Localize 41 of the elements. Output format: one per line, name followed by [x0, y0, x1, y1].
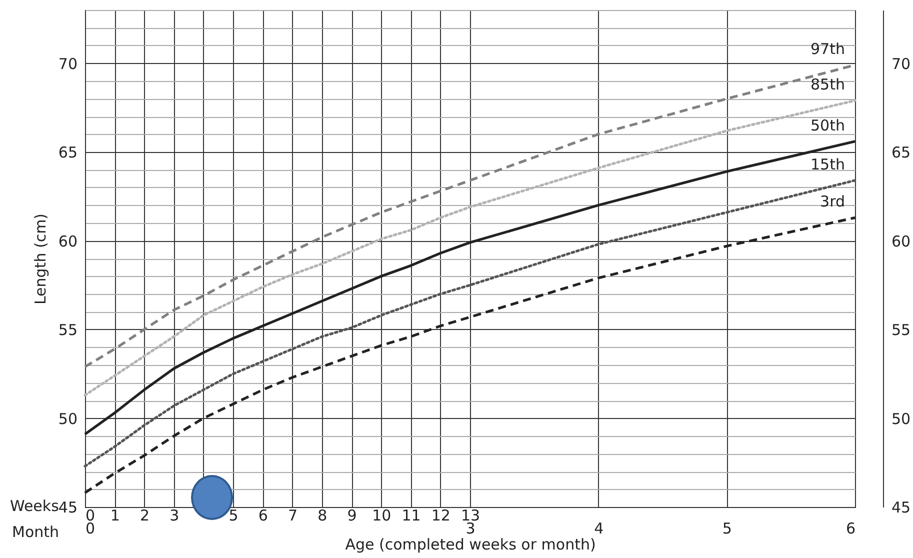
x-tick-label: 6: [258, 506, 268, 524]
x2-tick-label: 5: [722, 520, 732, 538]
x-tick-label: 10: [372, 506, 392, 524]
y2-tick-label: 70: [892, 54, 911, 73]
y2-tick-label: 60: [892, 232, 911, 250]
y-tick-label: 45: [58, 498, 78, 516]
line-series: [84, 140, 856, 436]
text: Weeks: [10, 497, 59, 515]
y-tick-label: 65: [58, 144, 78, 162]
x-tick-label: 2: [140, 506, 150, 524]
x-tick-label: 7: [288, 506, 298, 524]
x-tick-label: 1: [110, 506, 120, 524]
series-label: 3rd: [820, 192, 845, 211]
line-series: [84, 179, 856, 468]
x-tick-label: 11: [402, 506, 421, 524]
y-axis-title: Length (cm): [31, 213, 50, 305]
y2-tick-label: 50: [892, 410, 911, 428]
series-label: 15th: [810, 155, 845, 174]
series-label: 50th: [810, 116, 845, 134]
x-tick-label: 5: [228, 506, 238, 524]
series-label: 97th: [810, 40, 845, 58]
line-series: [84, 99, 856, 396]
series-label: 85th: [810, 76, 845, 94]
x2-tick-label: 3: [466, 520, 476, 538]
y-tick-label: 60: [58, 232, 78, 250]
x2-tick-label: 0: [86, 520, 96, 538]
text: Month: [12, 523, 60, 541]
y2-tick-label: 55: [892, 321, 911, 339]
x-tick-label: 9: [347, 506, 357, 524]
y-tick-label: 70: [58, 54, 78, 73]
x-tick-label: 12: [431, 506, 450, 524]
x2-tick-label: 4: [594, 520, 604, 538]
x-tick-label: 8: [318, 506, 328, 524]
y-tick-label: 55: [58, 321, 78, 339]
x-tick-label: 3: [170, 506, 180, 524]
x2-tick-label: 6: [846, 520, 856, 538]
x-axis-title: Age (completed weeks or month): [345, 536, 596, 554]
y2-tick-label: 45: [892, 498, 911, 516]
y2-tick-label: 65: [892, 144, 911, 162]
line-series: [84, 216, 856, 494]
y-tick-label: 50: [58, 410, 78, 428]
